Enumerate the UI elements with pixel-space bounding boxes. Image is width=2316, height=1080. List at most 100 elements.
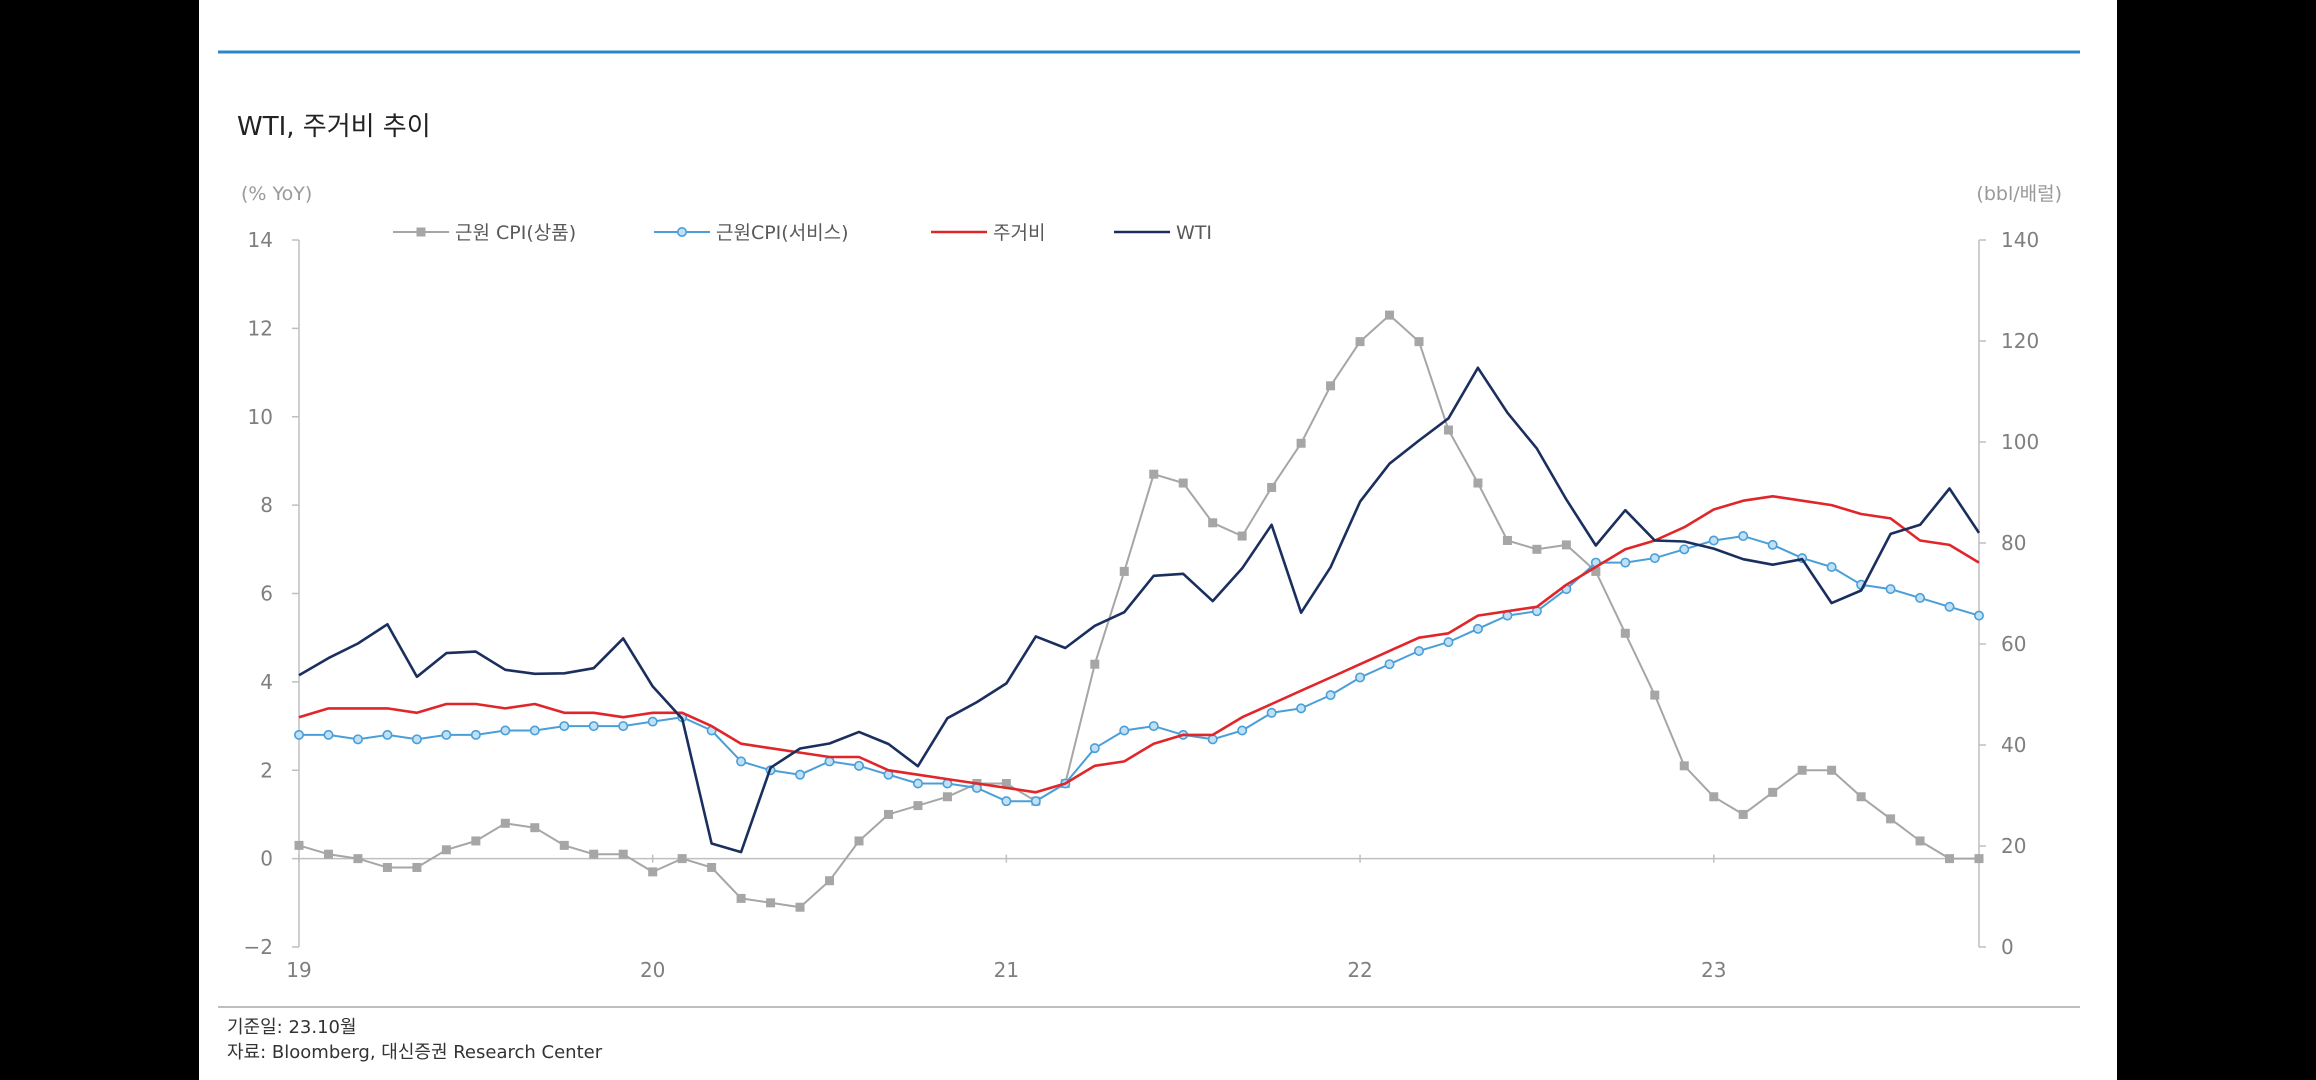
right-tick-label: 140 — [2001, 228, 2039, 252]
series-point — [648, 867, 658, 877]
series-point — [353, 854, 363, 864]
series-point — [1443, 637, 1454, 648]
series-point — [1649, 553, 1660, 564]
series-point — [1119, 725, 1130, 736]
left-tick-label: 6 — [260, 582, 273, 606]
series-point — [1944, 601, 1955, 612]
series-point — [382, 862, 392, 872]
series-point — [707, 862, 717, 872]
series-point — [942, 792, 952, 802]
series-point — [1089, 743, 1100, 754]
series-point — [1974, 854, 1984, 864]
series-point — [825, 876, 835, 886]
series-point — [1620, 628, 1630, 638]
series-point — [1472, 623, 1483, 634]
series-point — [795, 902, 805, 912]
series-point — [1001, 779, 1011, 789]
left-axis-unit: (% YoY) — [241, 183, 312, 205]
series-point — [1708, 535, 1719, 546]
series-point — [1208, 518, 1218, 528]
series-point — [1679, 544, 1690, 555]
left-tick-label: 0 — [260, 847, 273, 871]
series-point — [1296, 703, 1307, 714]
series-point — [1414, 645, 1425, 656]
series-point — [854, 836, 864, 846]
series-point — [352, 734, 363, 745]
left-tick-label: −2 — [244, 935, 273, 959]
series-point — [1237, 725, 1248, 736]
left-tick-label: 10 — [248, 405, 273, 429]
series-point — [736, 756, 747, 767]
legend-marker — [676, 227, 687, 238]
series-point — [647, 716, 658, 727]
right-axis-unit: (bbl/배럴) — [1976, 183, 2062, 205]
series-point — [1296, 438, 1306, 448]
series-point — [382, 729, 393, 740]
series-point — [1945, 854, 1955, 864]
series-point — [323, 729, 334, 740]
series-point — [1148, 721, 1159, 732]
series-point — [441, 845, 451, 855]
series-point — [853, 760, 864, 771]
series-point — [1149, 469, 1159, 479]
series-point — [470, 729, 481, 740]
x-tick-label: 21 — [994, 958, 1019, 982]
series-point — [559, 840, 569, 850]
series-point — [1797, 765, 1807, 775]
series-point — [1385, 310, 1395, 320]
series-point — [323, 849, 333, 859]
legend-label: 주거비 — [993, 222, 1045, 244]
legend-label: 근원CPI(서비스) — [716, 222, 849, 244]
series-point — [1326, 381, 1336, 391]
series-point — [883, 809, 893, 819]
series-point — [1561, 540, 1571, 550]
series-point — [1355, 672, 1366, 683]
series-point — [1974, 610, 1985, 621]
series-point — [618, 721, 629, 732]
chart: WTI, 주거비 추이 (% YoY) (bbl/배럴) −2 0 2 4 6 8 10 12… — [218, 50, 2080, 1063]
x-tick-label: 23 — [1701, 958, 1726, 982]
series-point — [1266, 707, 1277, 718]
series-point — [1679, 761, 1689, 771]
right-tick-label: 40 — [2001, 733, 2026, 757]
left-tick-label: 2 — [260, 758, 273, 782]
series-point — [1650, 690, 1660, 700]
legend-label: WTI — [1176, 222, 1212, 244]
series-point — [1030, 796, 1041, 807]
series-point — [912, 778, 923, 789]
series-point — [294, 840, 304, 850]
series-line — [298, 366, 1981, 854]
footnote-base-date: 기준일: 23.10월 — [227, 1017, 357, 1038]
series-point — [913, 801, 923, 811]
footnote-source: 자료: Bloomberg, 대신증권 Research Center — [227, 1042, 603, 1063]
series-point — [1355, 337, 1365, 347]
series-point — [1207, 734, 1218, 745]
left-tick-label: 4 — [260, 670, 273, 694]
chart-title: WTI, 주거비 추이 — [237, 112, 431, 142]
series-point — [1325, 690, 1336, 701]
series-point — [588, 721, 599, 732]
series-point — [1620, 557, 1631, 568]
series-point — [1443, 425, 1453, 435]
series-point — [530, 823, 540, 833]
series-point — [1001, 796, 1012, 807]
series-point — [766, 898, 776, 908]
series-point — [1738, 809, 1748, 819]
right-tick-label: 120 — [2001, 329, 2039, 353]
series-point — [1856, 792, 1866, 802]
series-point — [559, 721, 570, 732]
series-point — [500, 725, 511, 736]
series-point — [294, 729, 305, 740]
series-layer — [294, 310, 1985, 912]
right-tick-label: 80 — [2001, 531, 2026, 555]
series-point — [1414, 337, 1424, 347]
series-point — [1826, 561, 1837, 572]
series-point — [1267, 482, 1277, 492]
right-tick-label: 20 — [2001, 834, 2026, 858]
series-point — [1178, 478, 1188, 488]
series-point — [1532, 544, 1542, 554]
series-point — [1237, 531, 1247, 541]
series-point — [1886, 814, 1896, 824]
series-point — [1767, 539, 1778, 550]
